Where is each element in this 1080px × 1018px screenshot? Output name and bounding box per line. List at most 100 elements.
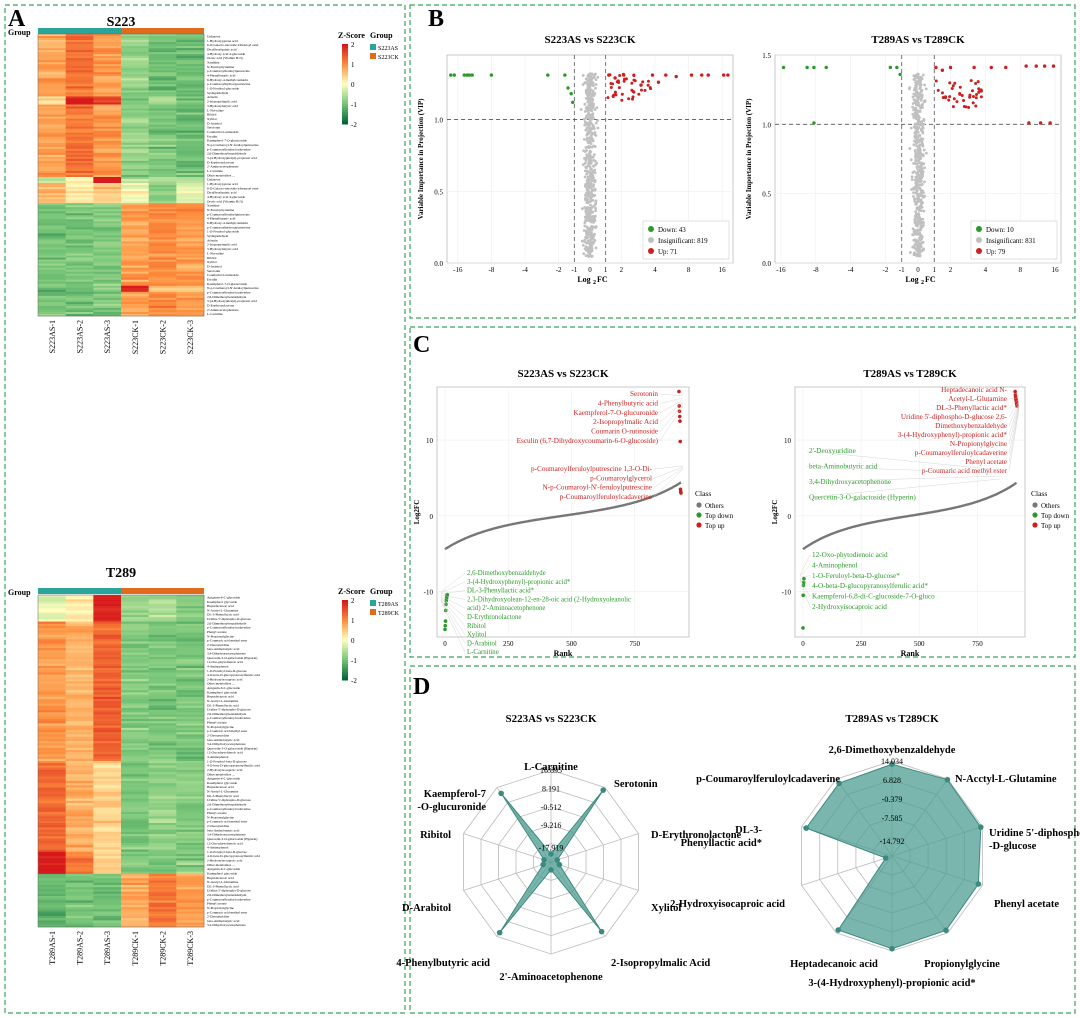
heatmap-cell <box>38 275 66 279</box>
heatmap-cell <box>93 663 122 667</box>
heatmap-cell <box>148 80 177 83</box>
heatmap-cell <box>148 68 177 71</box>
heatmap-cell <box>65 738 94 742</box>
heatmap-cell <box>38 867 66 870</box>
heatmap-cell <box>93 295 122 299</box>
heatmap-cell <box>148 845 177 848</box>
volcano-point-insignificant <box>590 205 594 209</box>
heatmap-cell <box>148 670 177 673</box>
heatmap-cell <box>148 842 177 846</box>
heatmap-cell <box>176 780 205 784</box>
heatmap-cell <box>65 718 94 722</box>
heatmap-cell <box>176 185 205 188</box>
heatmap-cell <box>176 237 205 240</box>
heatmap-cell <box>121 656 149 660</box>
heatmap-cell <box>121 120 149 123</box>
heatmap-cell <box>121 207 149 210</box>
heatmap-row-label: 3-(4-Hydroxyphenyl)-propionic acid <box>207 299 257 303</box>
heatmap-cell <box>38 303 66 307</box>
heatmap-cell <box>148 257 177 260</box>
heatmap-cell <box>148 60 177 63</box>
heatmap-cell <box>38 612 66 616</box>
heatmap-cell <box>65 672 94 675</box>
heatmap-cell <box>93 303 122 307</box>
heatmap-cell <box>176 705 205 709</box>
volcano-point-insignificant <box>918 233 922 237</box>
heatmap-cell <box>121 213 149 216</box>
zscore-gradient-step <box>342 50 348 53</box>
heatmap-cell <box>93 849 122 853</box>
heatmap-cell <box>65 637 94 640</box>
heatmap-cell <box>121 754 149 757</box>
heatmap-cell <box>148 263 177 266</box>
heatmap-cell <box>65 251 94 254</box>
heatmap-cell <box>148 871 177 875</box>
heatmap-cell <box>93 730 122 733</box>
volcano-point-insignificant <box>596 119 599 123</box>
heatmap-cell <box>38 52 66 55</box>
heatmap-cell <box>176 889 205 892</box>
heatmap-cell <box>65 134 94 138</box>
volcano-point-insignificant <box>919 94 922 98</box>
heatmap-cell <box>65 239 94 242</box>
heatmap-cell <box>121 745 149 749</box>
heatmap-cell <box>38 172 66 176</box>
heatmap-cell <box>176 924 205 928</box>
heatmap-cell <box>176 168 205 172</box>
heatmap-cell <box>93 100 122 103</box>
heatmap-row-label: Esculin <box>207 277 217 281</box>
heatmap-cell <box>121 110 149 113</box>
volcano-point-insignificant <box>917 228 921 232</box>
heatmap-cell <box>121 104 149 107</box>
heatmap-cell <box>176 162 205 166</box>
volcano-point-insignificant <box>916 186 919 189</box>
heatmap-cell <box>148 54 177 57</box>
heatmap-cell <box>93 309 122 313</box>
heatmap-cell <box>176 100 205 103</box>
heatmap-cell <box>93 820 122 824</box>
heatmap-cell <box>38 805 66 808</box>
heatmap-cell <box>176 670 205 673</box>
heatmap-row-label: 2'-Deoxyuridine <box>207 643 230 647</box>
rank-annotation: Quercetin-3-O-galactoside (Hyperin) <box>809 494 916 502</box>
heatmap-cell <box>148 659 177 662</box>
volcano-y-tick: 0.5 <box>762 191 771 199</box>
heatmap-cell <box>65 785 94 788</box>
heatmap-cell <box>38 820 66 824</box>
zscore-gradient-step <box>342 44 348 47</box>
heatmap-cell <box>65 687 94 691</box>
heatmap-cell <box>38 90 66 93</box>
heatmap-cell <box>93 641 122 644</box>
heatmap-cell <box>148 918 177 921</box>
heatmap-column-label: S223CK-3 <box>186 320 195 354</box>
heatmap-cell <box>65 128 94 131</box>
group-legend-swatch-as <box>370 44 376 50</box>
heatmap-cell <box>176 628 205 631</box>
heatmap-cell <box>121 654 149 658</box>
heatmap-cell <box>38 741 66 744</box>
heatmap-cell <box>148 816 177 819</box>
heatmap-cell <box>65 617 94 620</box>
heatmap-cell <box>65 628 94 631</box>
heatmap-row-label: 1-O-Feruloyl-beta-D-glucose <box>207 850 247 854</box>
heatmap-cell <box>148 297 177 301</box>
heatmap-cell <box>38 313 66 317</box>
volcano-point-insignificant <box>919 83 923 87</box>
volcano-point-insignificant <box>587 113 591 117</box>
heatmap-cell <box>148 687 177 691</box>
heatmap-cell <box>93 223 122 226</box>
volcano-point-down <box>467 73 472 77</box>
heatmap-cell <box>176 734 205 737</box>
heatmap-row-label: 12-Oxo-phytodienoic acid <box>207 751 243 755</box>
heatmap-cell <box>93 273 122 277</box>
heatmap-row-label: 4-Hydroxy acid 4-glucoside <box>207 195 246 199</box>
heatmap-cell <box>65 871 94 875</box>
heatmap-column-label: T289AS-3 <box>103 931 112 965</box>
volcano-point-up <box>976 80 980 84</box>
heatmap-row-label: Xanthine <box>207 204 220 208</box>
heatmap-row-label: Unknown <box>207 35 221 39</box>
heatmap-cell <box>65 217 94 220</box>
heatmap-cell <box>93 94 122 97</box>
volcano-point-insignificant <box>919 243 922 247</box>
panel-letter-b: B <box>428 6 444 32</box>
